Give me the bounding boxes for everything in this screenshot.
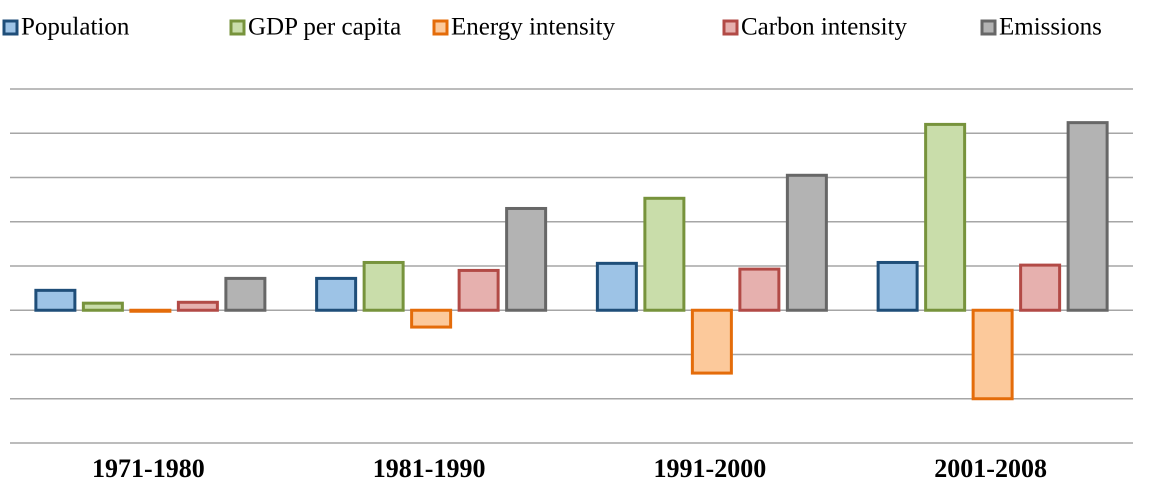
bar — [643, 196, 686, 312]
bar — [595, 261, 638, 312]
x-tick-label: 2001-2008 — [934, 454, 1047, 483]
legend-swatch — [722, 19, 739, 36]
x-tick-label: 1971-1980 — [92, 454, 205, 483]
bar — [176, 300, 219, 312]
bar — [457, 268, 500, 312]
bar — [924, 122, 967, 312]
bar — [785, 173, 828, 312]
bar — [81, 301, 124, 312]
bar — [315, 276, 358, 312]
legend-label: Emissions — [999, 14, 1102, 41]
legend-swatch — [980, 19, 997, 36]
legend-swatch — [229, 19, 246, 36]
bar — [971, 308, 1014, 401]
bar — [1066, 121, 1109, 312]
bar — [224, 276, 267, 312]
legend-label: Energy intensity — [451, 14, 616, 41]
bar — [690, 308, 733, 375]
x-tick-label: 1981-1990 — [373, 454, 486, 483]
legend-label: Carbon intensity — [741, 14, 907, 41]
bar — [1019, 263, 1062, 312]
bar — [362, 260, 405, 312]
legend-label: Population — [21, 14, 130, 41]
bar — [876, 260, 919, 312]
legend-swatch — [2, 19, 19, 36]
legend-label: GDP per capita — [248, 14, 401, 41]
bar — [410, 308, 453, 329]
legend-swatch — [432, 19, 449, 36]
bar — [738, 267, 781, 312]
bar — [129, 308, 172, 313]
bar — [34, 288, 77, 312]
x-tick-label: 1991-2000 — [654, 454, 767, 483]
bar — [505, 206, 548, 312]
